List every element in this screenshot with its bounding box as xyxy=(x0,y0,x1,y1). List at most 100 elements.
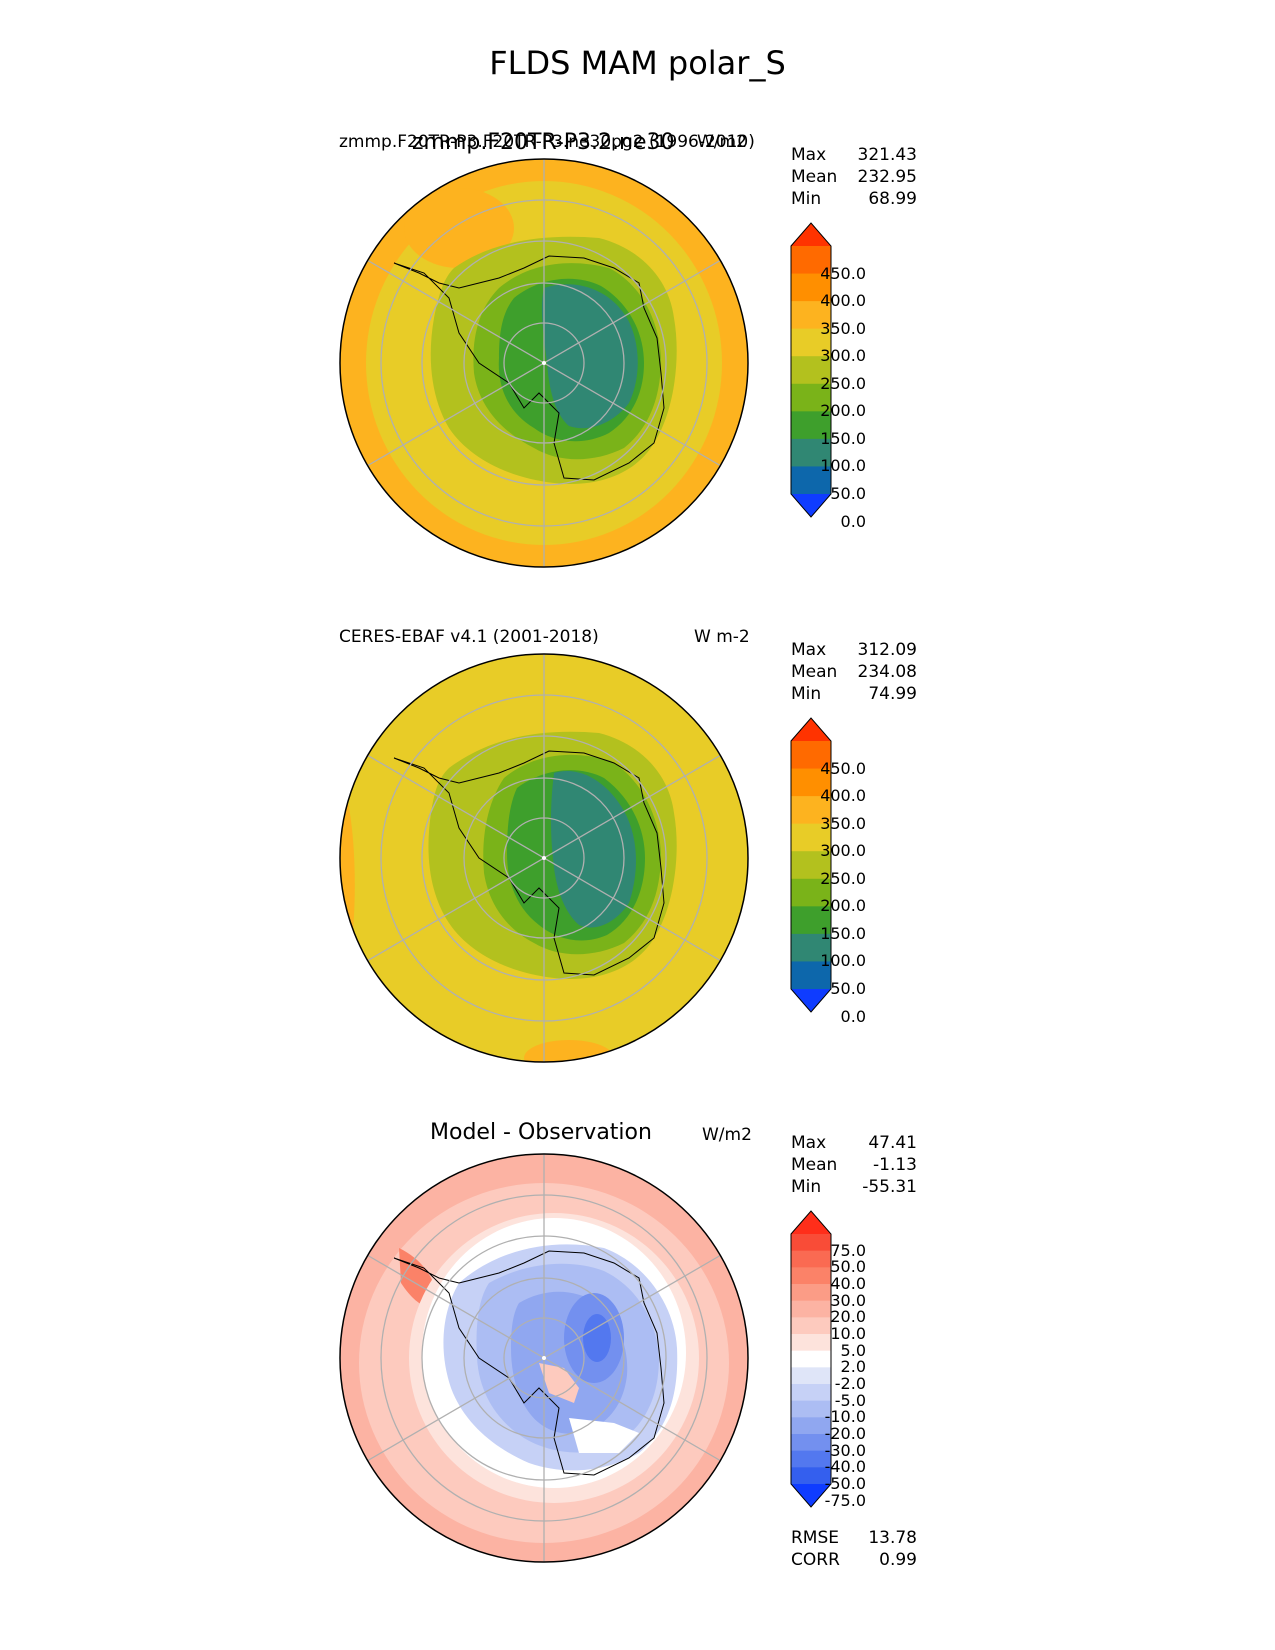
colorbar-tick-label: 400.0 xyxy=(820,291,866,311)
panel-1-map xyxy=(339,158,749,568)
colorbar-tick-label: 2.0 xyxy=(840,1357,866,1377)
panel-3-stat-label-mean: Mean xyxy=(791,1155,838,1175)
colorbar-swatch xyxy=(791,961,831,990)
panel-1-units: W/m2 xyxy=(697,132,747,152)
colorbar-tick-label: 250.0 xyxy=(820,868,866,888)
colorbar-tick-label: 300.0 xyxy=(820,841,866,861)
colorbar-outline xyxy=(790,222,832,518)
panel-1-stat-label-min: Min xyxy=(791,189,822,209)
colorbar-tick-label: 100.0 xyxy=(820,456,866,476)
colorbar-tick-label: 50.0 xyxy=(830,979,866,998)
colorbar-tick-label: 50.0 xyxy=(830,484,866,503)
panel-3-corr-value: 0.99 xyxy=(879,1550,917,1570)
colorbar-swatch xyxy=(791,1400,831,1418)
colorbar-tick-label: 300.0 xyxy=(820,346,866,366)
colorbar-swatch xyxy=(791,1417,831,1435)
colorbar-swatch xyxy=(791,1367,831,1385)
colorbar-tick-label: -20.0 xyxy=(824,1424,866,1443)
panel-1-center-label: zmmp.F20TR-P3.2.ne30 xyxy=(412,130,675,155)
colorbar-swatch xyxy=(791,1434,831,1452)
colorbar-tick-label: 150.0 xyxy=(820,923,866,943)
colorbar-tick-label: -10.0 xyxy=(824,1407,866,1427)
colorbar-tick-label: 5.0 xyxy=(840,1340,866,1360)
colorbar-tick-label: 50.0 xyxy=(830,1257,866,1277)
colorbar-swatch xyxy=(791,1334,831,1352)
colorbar-swatch xyxy=(791,356,831,385)
panel-3-stat-value-min: -55.31 xyxy=(862,1177,917,1197)
colorbar-extend-bottom xyxy=(791,494,831,517)
colorbar-extend-top xyxy=(791,223,831,246)
colorbar-tick-label: 200.0 xyxy=(820,896,866,916)
colorbar-swatch xyxy=(791,851,831,880)
panel-3-stat-label-max: Max xyxy=(791,1133,827,1153)
colorbar-outline xyxy=(790,717,832,1013)
colorbar-swatch xyxy=(791,933,831,962)
panel-2-stat-value-max: 312.09 xyxy=(857,640,917,660)
panel-3-stat-value-mean: -1.13 xyxy=(873,1155,917,1175)
colorbar-swatch xyxy=(791,411,831,440)
colorbar-extend-top xyxy=(791,718,831,741)
colorbar-swatch xyxy=(791,1384,831,1402)
panel-1-left-label: zmmp.F20TR-P3.F20TR-P3.ne30pg2 (1996-201… xyxy=(339,132,755,152)
colorbar-tick-label: 150.0 xyxy=(820,428,866,448)
colorbar-tick-label: 10.0 xyxy=(830,1324,866,1343)
colorbar-tick-label: -75.0 xyxy=(824,1490,866,1510)
colorbar-swatch xyxy=(791,1300,831,1318)
colorbar-tick-label: 450.0 xyxy=(820,758,866,778)
colorbar-tick-label: -5.0 xyxy=(834,1390,866,1410)
panel-1-colorbar xyxy=(790,222,832,518)
colorbar-tick-label: 0.0 xyxy=(840,1006,866,1026)
colorbar-tick-label: 75.0 xyxy=(830,1240,866,1260)
colorbar-swatch xyxy=(791,438,831,467)
figure-title: FLDS MAM polar_S xyxy=(489,44,786,82)
colorbar-tick-label: 40.0 xyxy=(830,1274,866,1293)
colorbar-swatch xyxy=(791,878,831,907)
panel-2-stat-label-max: Max xyxy=(791,640,827,660)
colorbar-tick-label: 250.0 xyxy=(820,373,866,393)
colorbar-tick-label: -40.0 xyxy=(824,1457,866,1477)
colorbar-swatch xyxy=(791,906,831,935)
panel-3-corr-label: CORR xyxy=(791,1550,840,1570)
colorbar-tick-label: 400.0 xyxy=(820,786,866,806)
colorbar-tick-label: 350.0 xyxy=(820,813,866,833)
panel-3-map xyxy=(339,1153,749,1563)
panel-3-center-label: Model - Observation xyxy=(430,1120,652,1145)
panel-3-rmse-value: 13.78 xyxy=(868,1528,917,1548)
panel-2-stat-value-min: 74.99 xyxy=(868,684,917,704)
colorbar-tick-label: 100.0 xyxy=(820,951,866,971)
colorbar-swatch xyxy=(791,1317,831,1335)
panel-1-stat-value-mean: 232.95 xyxy=(857,167,917,187)
colorbar-swatch xyxy=(791,1467,831,1485)
panel-1-stat-label-max: Max xyxy=(791,145,827,165)
colorbar-swatch xyxy=(791,273,831,302)
colorbar-swatch xyxy=(791,796,831,825)
colorbar-swatch xyxy=(791,768,831,797)
panel-3-stat-value-max: 47.41 xyxy=(868,1133,917,1153)
colorbar-tick-label: 20.0 xyxy=(830,1307,866,1327)
colorbar-swatch xyxy=(791,1267,831,1285)
panel-1-stat-value-min: 68.99 xyxy=(868,189,917,209)
panel-1-stat-value-max: 321.43 xyxy=(857,145,917,165)
colorbar-swatch xyxy=(791,1450,831,1468)
panel-2-map xyxy=(339,653,749,1063)
panel-3-stat-label-min: Min xyxy=(791,1177,822,1197)
colorbar-tick-label: 30.0 xyxy=(830,1290,866,1310)
panel-2-stat-label-mean: Mean xyxy=(791,662,838,682)
panel-2-left-label: CERES-EBAF v4.1 (2001-2018) xyxy=(339,627,599,647)
panel-2-colorbar xyxy=(790,717,832,1013)
colorbar-swatch xyxy=(791,1234,831,1252)
panel-3-units: W/m2 xyxy=(702,1125,752,1145)
colorbar-tick-label: 0.0 xyxy=(840,511,866,531)
colorbar-swatch xyxy=(791,383,831,412)
colorbar-swatch xyxy=(791,1350,831,1368)
colorbar-tick-label: 200.0 xyxy=(820,401,866,421)
panel-2-stat-value-mean: 234.08 xyxy=(857,662,917,682)
panel-3-colorbar xyxy=(790,1210,832,1508)
colorbar-extend-top xyxy=(791,1211,831,1234)
colorbar-extend-bottom xyxy=(791,989,831,1012)
colorbar-tick-label: -2.0 xyxy=(834,1374,866,1393)
panel-2-stat-label-min: Min xyxy=(791,684,822,704)
panel-1-stat-label-mean: Mean xyxy=(791,167,838,187)
colorbar-outline xyxy=(790,1210,832,1508)
colorbar-swatch xyxy=(791,466,831,495)
